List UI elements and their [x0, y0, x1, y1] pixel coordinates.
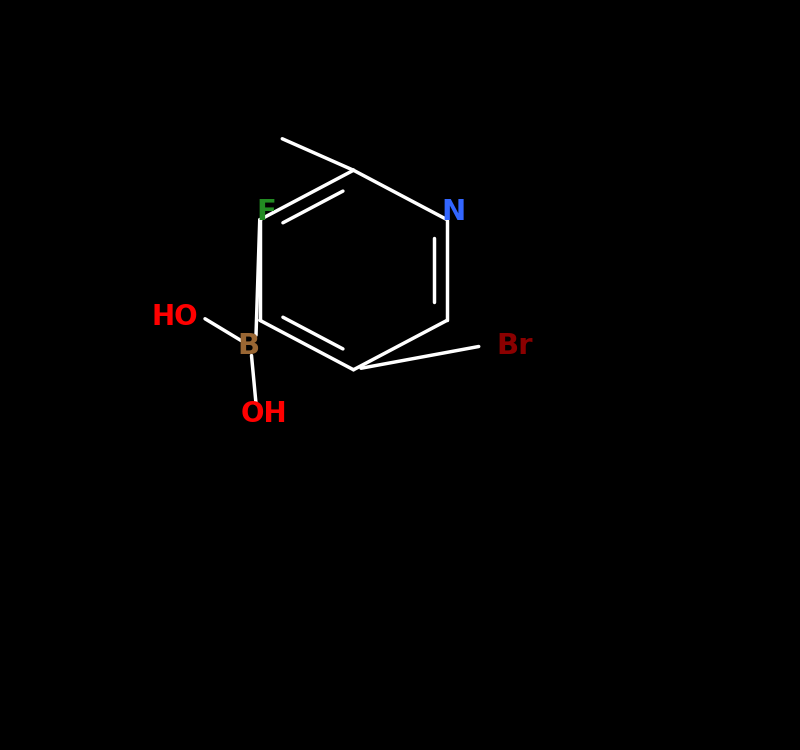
- Text: Br: Br: [496, 332, 533, 361]
- Text: B: B: [238, 332, 259, 361]
- Text: HO: HO: [152, 303, 198, 332]
- Text: OH: OH: [240, 400, 287, 428]
- Text: F: F: [257, 197, 277, 226]
- Text: N: N: [442, 197, 466, 226]
